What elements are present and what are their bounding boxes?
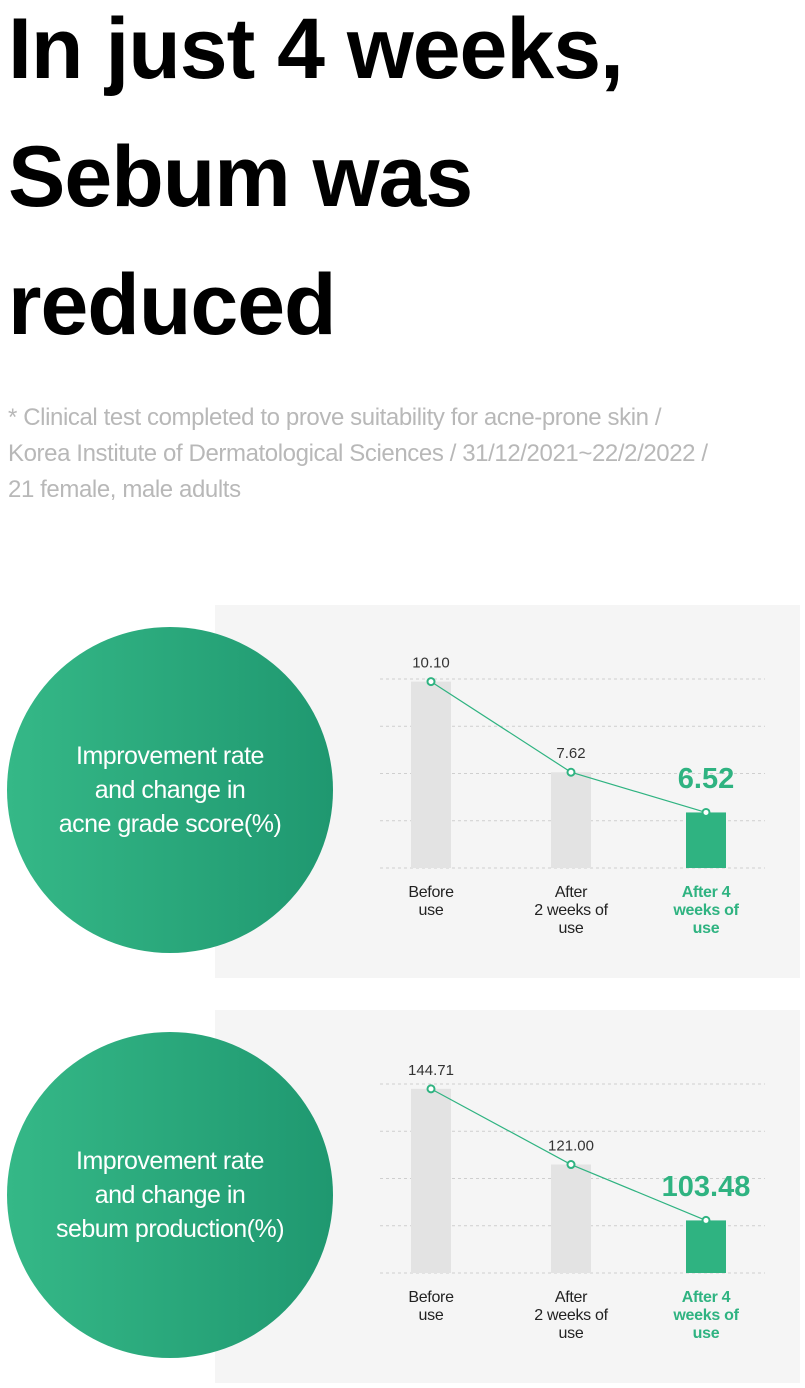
footnote: Korea Institute of Dermatological Scienc…: [8, 440, 708, 467]
point: [566, 1160, 576, 1170]
value-label: 6.52: [678, 763, 734, 795]
x-tick-label: After 2 weeks of use: [534, 1289, 608, 1342]
x-tick-label: After 4 weeks of use: [673, 1289, 739, 1342]
chart-title: Improvement rate and change in acne grad…: [7, 627, 333, 953]
point: [566, 767, 576, 777]
bar: [551, 1164, 591, 1273]
footnote: 21 female, male adults: [8, 476, 241, 503]
bar: [686, 1220, 726, 1273]
headline: Sebum was: [8, 129, 473, 225]
value-label: 10.10: [412, 655, 450, 672]
x-tick-label: Before use: [408, 1289, 454, 1324]
point: [426, 1084, 436, 1094]
footnote: * Clinical test completed to prove suita…: [8, 404, 662, 431]
headline: reduced: [8, 257, 337, 353]
value-label: 7.62: [556, 745, 585, 762]
x-tick-label: After 4 weeks of use: [673, 884, 739, 937]
point: [701, 807, 711, 817]
point: [426, 677, 436, 687]
bar: [686, 812, 726, 868]
value-label: 121.00: [548, 1137, 594, 1154]
x-tick-label: Before use: [408, 884, 454, 919]
headline: In just 4 weeks,: [8, 1, 624, 97]
value-label: 144.71: [408, 1062, 454, 1079]
chart-title: Improvement rate and change in sebum pro…: [7, 1032, 333, 1358]
value-label: 103.48: [662, 1171, 751, 1203]
bar: [551, 772, 591, 868]
bar: [411, 1088, 451, 1273]
bar: [411, 681, 451, 868]
x-tick-label: After 2 weeks of use: [534, 884, 608, 937]
point: [701, 1215, 711, 1225]
